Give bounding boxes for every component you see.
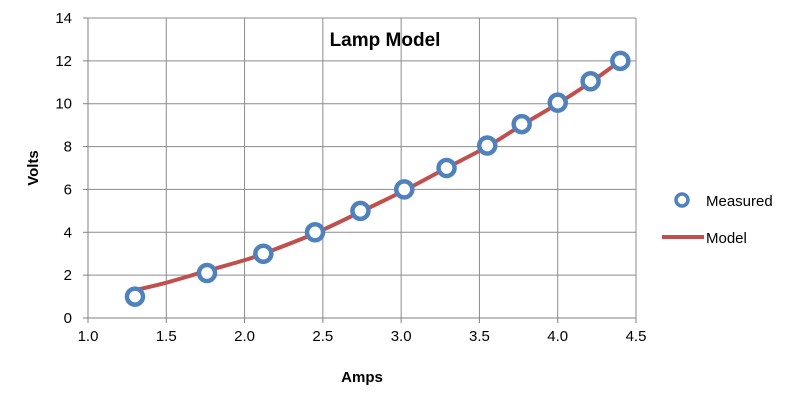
x-axis-title: Amps bbox=[341, 369, 383, 386]
measured-point bbox=[350, 200, 371, 222]
x-tick-label: 1.5 bbox=[156, 328, 177, 345]
measured-point bbox=[436, 157, 457, 179]
x-tick-label: 3.5 bbox=[469, 328, 490, 345]
x-tick-label: 1.0 bbox=[78, 328, 99, 345]
measured-point bbox=[547, 92, 568, 113]
measured-point bbox=[253, 243, 274, 264]
legend-measured-label: Measured bbox=[706, 193, 773, 210]
x-tick-label: 2.5 bbox=[312, 328, 333, 345]
y-axis-title: Volts bbox=[25, 150, 42, 186]
measured-point bbox=[124, 286, 146, 307]
y-tick-label: 8 bbox=[64, 139, 72, 156]
y-tick-labels: 0 2 4 6 8 10 12 14 bbox=[55, 10, 72, 327]
legend: Measured Model bbox=[662, 192, 773, 247]
measured-point bbox=[511, 113, 532, 135]
measured-point bbox=[477, 135, 498, 156]
y-tick-label: 4 bbox=[64, 224, 72, 241]
x-tick-labels: 1.0 1.5 2.0 2.5 3.0 3.5 4.0 4.5 bbox=[78, 328, 647, 345]
axes bbox=[83, 17, 637, 323]
y-tick-label: 6 bbox=[64, 181, 72, 198]
x-tick-label: 3.0 bbox=[391, 328, 412, 345]
grid bbox=[88, 17, 637, 318]
measured-point bbox=[580, 70, 601, 92]
chart-title: Lamp Model bbox=[330, 30, 441, 51]
y-tick-label: 10 bbox=[55, 96, 72, 113]
y-tick-label: 14 bbox=[55, 10, 72, 27]
y-tick-label: 2 bbox=[64, 267, 72, 284]
x-tick-label: 4.0 bbox=[547, 328, 568, 345]
measured-point bbox=[304, 222, 326, 243]
x-tick-label: 4.5 bbox=[626, 328, 647, 345]
model-series-line bbox=[132, 58, 623, 293]
measured-point bbox=[196, 262, 218, 284]
x-tick-label: 2.0 bbox=[234, 328, 255, 345]
series bbox=[124, 50, 631, 307]
measured-point bbox=[610, 50, 631, 72]
measured-point bbox=[394, 179, 415, 200]
y-tick-label: 0 bbox=[64, 310, 72, 327]
legend-measured-marker bbox=[674, 192, 690, 208]
legend-model-label: Model bbox=[706, 230, 747, 247]
y-tick-label: 12 bbox=[55, 53, 72, 70]
